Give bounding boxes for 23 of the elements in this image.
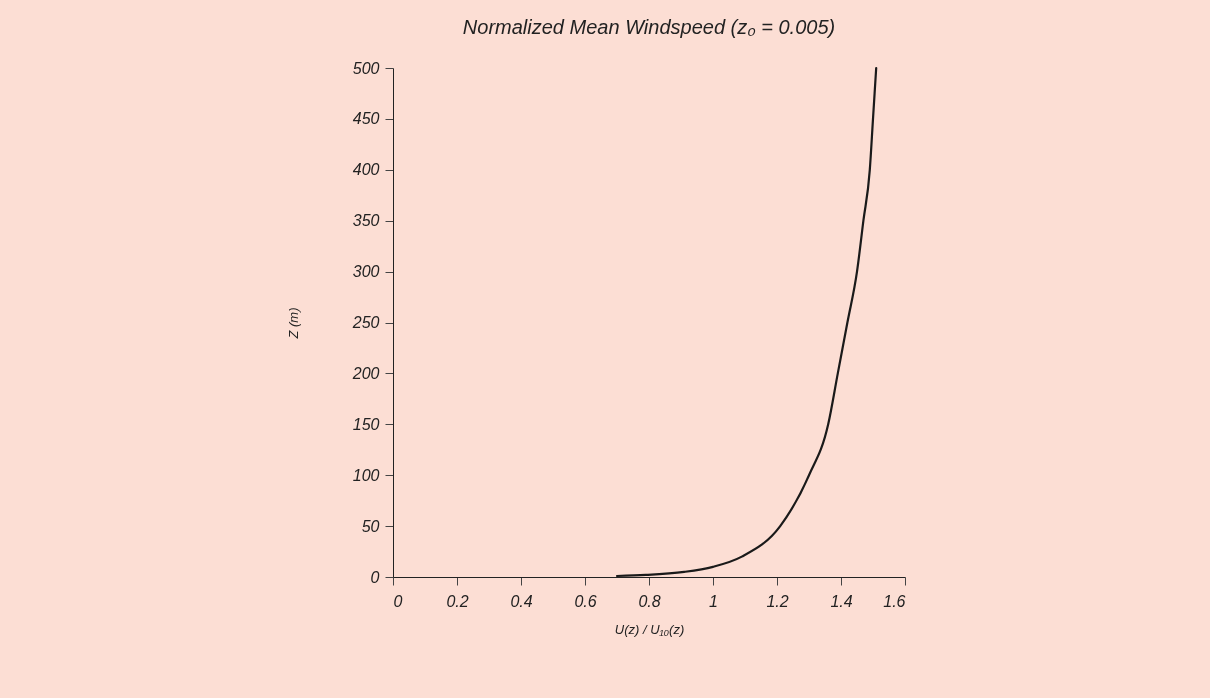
y-tick-label: 50 <box>361 517 380 535</box>
x-tick-label: 1 <box>709 592 718 610</box>
y-tick-label: 150 <box>352 415 380 433</box>
x-tick-label: 1.2 <box>766 592 789 610</box>
x-tick-label: 1.4 <box>830 592 853 610</box>
y-tick-label: 0 <box>370 568 380 586</box>
x-axis-title: U(z) / U₁₀(z) <box>614 621 685 637</box>
y-tick-label: 350 <box>352 212 380 230</box>
y-tick-label: 450 <box>352 110 380 128</box>
x-tick-label: 0.8 <box>638 592 661 610</box>
y-tick-label: 100 <box>352 466 380 484</box>
y-tick-label: 300 <box>352 263 380 281</box>
y-tick-label: 400 <box>352 161 380 179</box>
x-tick-label: 0.4 <box>510 592 533 610</box>
x-tick-label: 0.6 <box>574 592 597 610</box>
x-tick-label: 1.6 <box>883 592 906 610</box>
x-tick-label: 0 <box>393 592 403 610</box>
y-tick-label: 200 <box>351 364 380 382</box>
y-tick-label: 500 <box>352 59 380 77</box>
x-tick-label: 0.2 <box>446 592 469 610</box>
y-tick-label: 250 <box>351 314 380 331</box>
y-axis-title: Z (m) <box>285 307 301 340</box>
chart-title: Normalized Mean Windspeed (z₀ = 0.005) <box>462 16 836 38</box>
